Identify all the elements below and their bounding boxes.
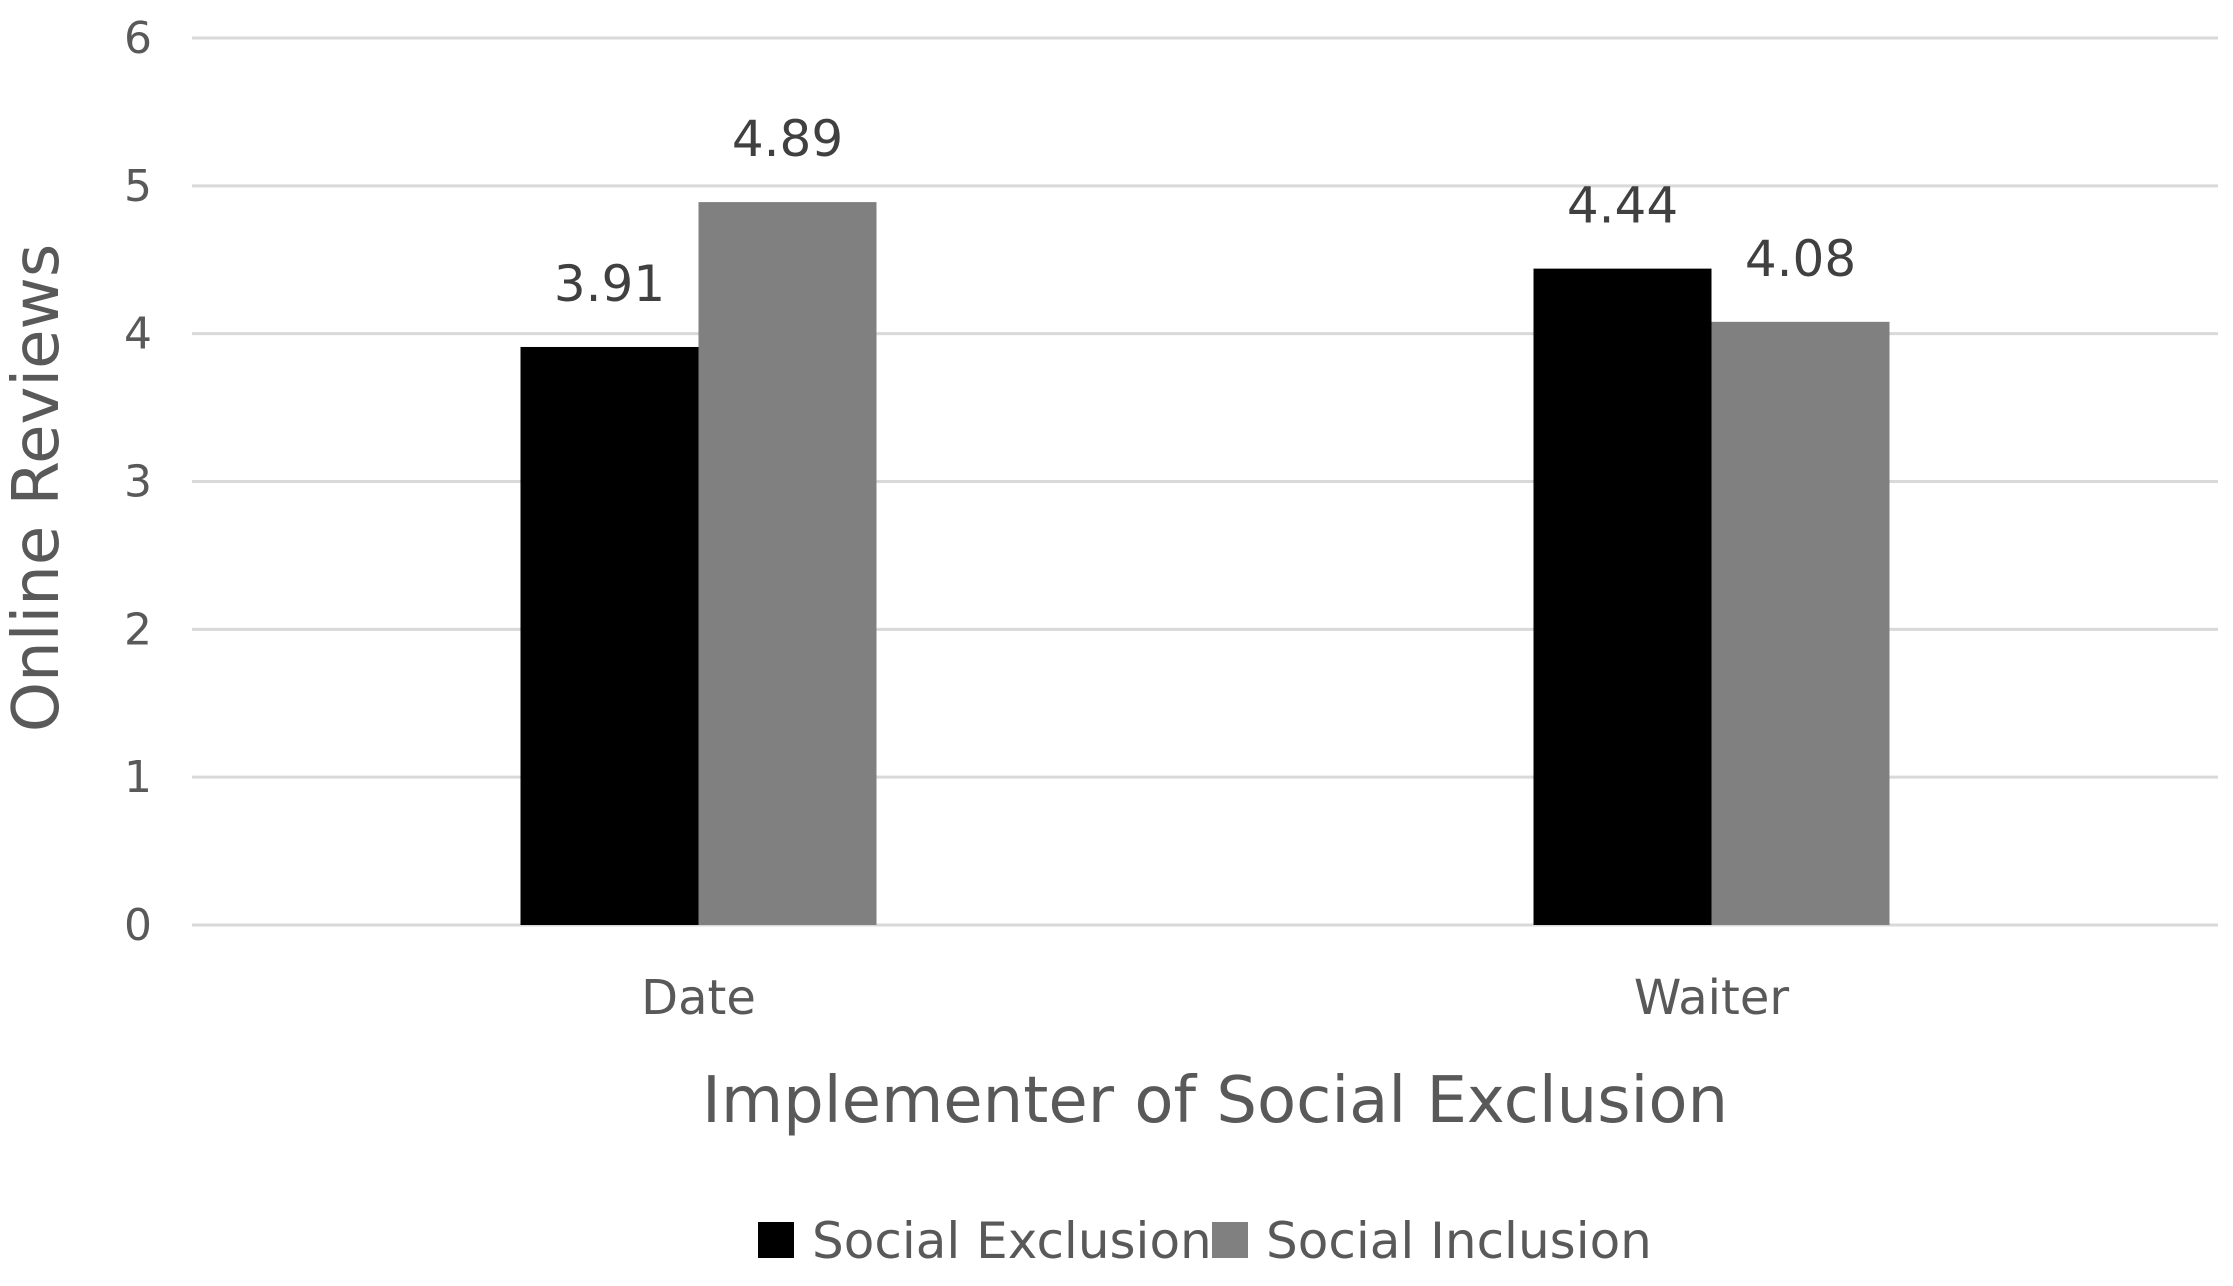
x-category-label-date: Date [641,970,756,1026]
x-category-label-waiter: Waiter [1634,970,1789,1026]
legend-swatch-social-exclusion [758,1222,794,1258]
y-tick-label-6: 6 [124,13,152,64]
legend-label-social-exclusion: Social Exclusion [812,1212,1212,1270]
y-axis-title: Online Reviews [0,244,74,732]
y-tick-label-1: 1 [124,752,152,803]
bar-date-social-exclusion [520,346,699,925]
legend-swatch-social-inclusion [1212,1222,1248,1258]
y-tick-label-4: 4 [124,309,152,360]
bar-date-social-inclusion [698,202,877,926]
y-tick-label-0: 0 [124,900,152,951]
legend: Social Exclusion Social Inclusion [758,1212,1652,1270]
legend-label-social-inclusion: Social Inclusion [1266,1212,1652,1270]
bars [520,202,1890,926]
bar-waiter-social-inclusion [1711,321,1890,926]
data-label-date-social-inclusion: 4.89 [732,110,843,168]
data-label-waiter-social-exclusion: 4.44 [1567,177,1678,235]
x-axis-categories: Date Waiter [641,970,1789,1026]
data-label-waiter-social-inclusion: 4.08 [1745,230,1856,288]
x-axis-title: Implementer of Social Exclusion [702,1064,1728,1138]
y-tick-label-2: 2 [124,604,152,655]
data-label-date-social-exclusion: 3.91 [554,255,665,313]
y-axis-ticks: 0 1 2 3 4 5 6 [124,13,152,951]
y-tick-label-5: 5 [124,161,152,212]
data-labels: 3.91 4.89 4.44 4.08 [554,110,1856,313]
gridlines [192,36,2218,927]
bar-waiter-social-exclusion [1533,268,1712,925]
y-tick-label-3: 3 [124,457,152,508]
